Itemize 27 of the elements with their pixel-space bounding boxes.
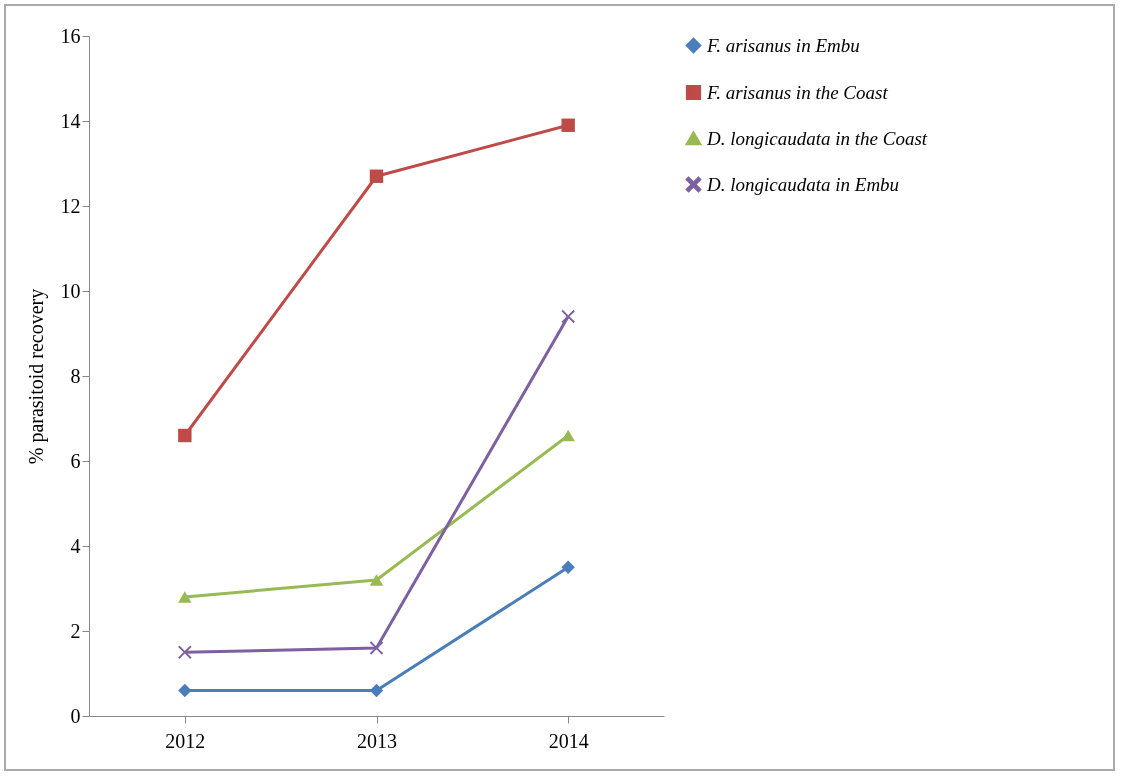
y-tick-label: 10 — [60, 279, 81, 302]
point — [561, 560, 575, 574]
point — [369, 169, 384, 183]
legend-label: F. arisanus in the Coast — [706, 81, 889, 103]
x-tick-label: 2014 — [548, 729, 589, 752]
y-axis-title: % parasitoid recovery — [24, 288, 48, 465]
point — [178, 428, 192, 443]
point — [369, 574, 384, 586]
x-tick-label: 2012 — [165, 729, 206, 752]
point — [178, 683, 192, 698]
legend-label: F. arisanus in Embu — [706, 34, 860, 56]
y-tick-label: 0 — [70, 704, 81, 727]
x-tick-label: 2013 — [357, 729, 397, 752]
legend-label: D. longicaudata in Embu — [706, 173, 900, 195]
legend-label: D. longicaudata in the Coast — [706, 127, 928, 149]
y-tick-label: 6 — [70, 449, 81, 472]
y-tick-label: 2 — [70, 619, 81, 642]
point — [561, 429, 575, 442]
y-tick-label: 16 — [60, 24, 81, 47]
y-tick-label: 14 — [60, 109, 81, 132]
y-tick-label: 12 — [60, 194, 81, 217]
point — [178, 645, 192, 659]
point — [561, 118, 575, 132]
y-tick-label: 8 — [70, 364, 81, 387]
y-tick-label: 4 — [70, 534, 81, 557]
point — [178, 591, 192, 603]
point — [369, 683, 384, 698]
